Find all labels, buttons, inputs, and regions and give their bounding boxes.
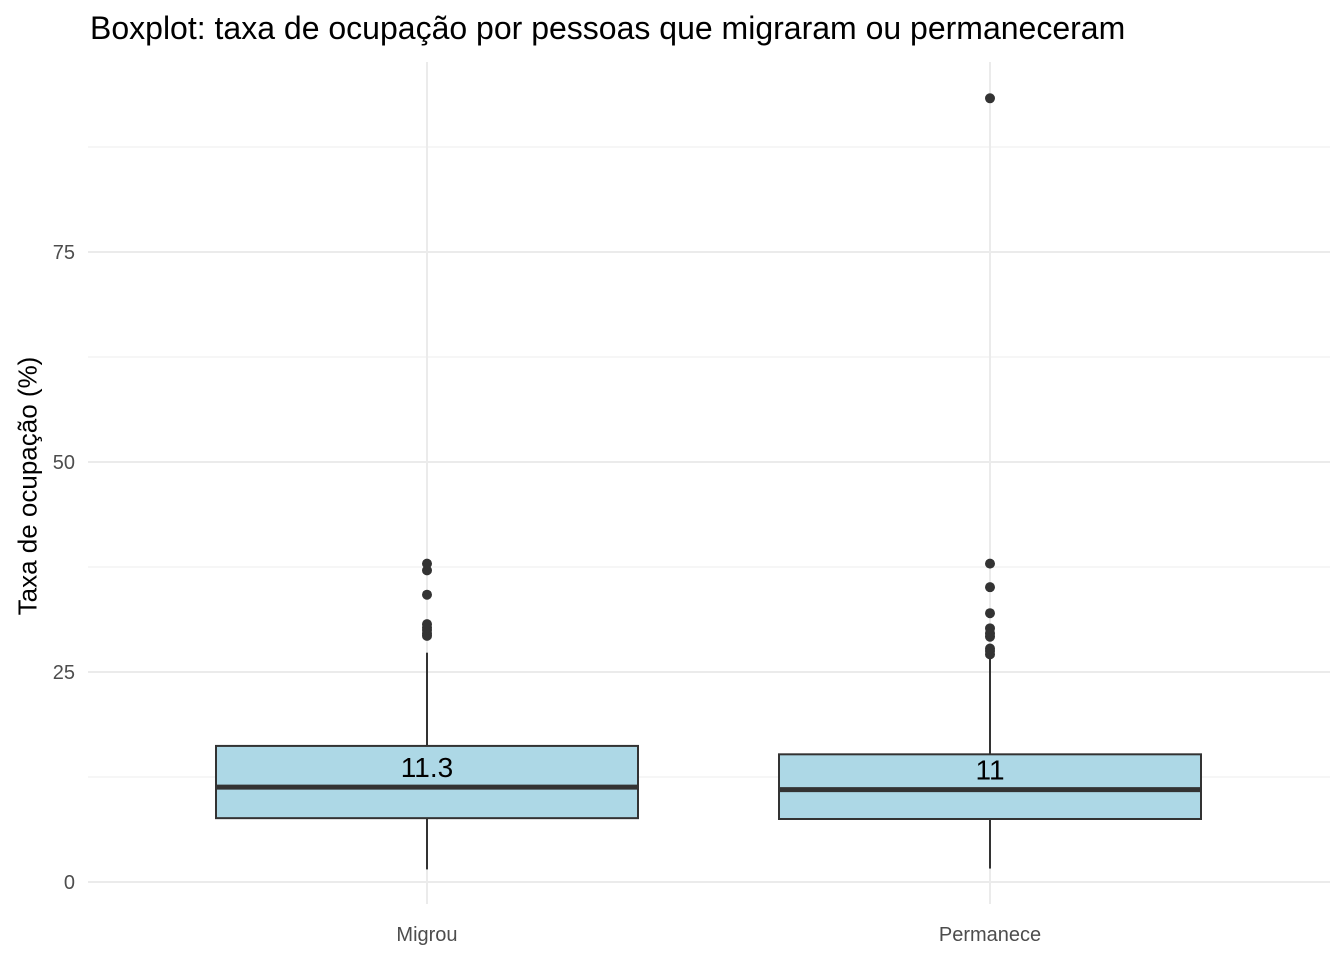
outlier-point xyxy=(985,582,995,593)
box-body xyxy=(215,744,639,820)
y-axis-ticks: 0 25 50 75 xyxy=(53,242,75,894)
outlier-point xyxy=(422,558,432,569)
outlier-point xyxy=(985,558,995,569)
outlier-point xyxy=(422,589,432,600)
box-body xyxy=(778,753,1202,821)
y-tick-label: 50 xyxy=(53,452,75,474)
y-tick-label: 75 xyxy=(53,242,75,264)
y-tick-label: 0 xyxy=(64,872,75,894)
box-permanece: 11 xyxy=(778,93,1202,869)
outlier-point xyxy=(985,643,995,654)
x-axis-ticks: Migrou Permanece xyxy=(396,924,1041,946)
outlier-point xyxy=(985,623,995,634)
box-migrou: 11.3 xyxy=(215,558,639,870)
x-tick-label: Migrou xyxy=(396,924,457,946)
x-tick-label: Permanece xyxy=(939,924,1041,946)
y-tick-label: 25 xyxy=(53,662,75,684)
boxes: 11.3 11 xyxy=(215,93,1202,870)
median-label: 11.3 xyxy=(401,752,453,783)
outlier-point xyxy=(985,608,995,619)
outlier-point xyxy=(985,93,995,104)
chart-title: Boxplot: taxa de ocupação por pessoas qu… xyxy=(90,10,1126,46)
outlier-point xyxy=(422,619,432,630)
median-label: 11 xyxy=(975,755,1004,786)
